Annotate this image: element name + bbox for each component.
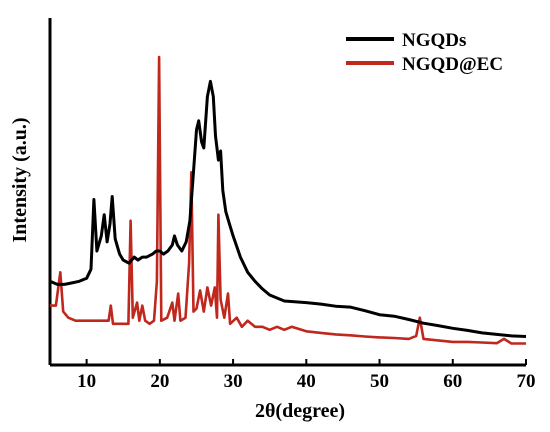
x-axis-ticks: 10 20 30 40 50 60 70 bbox=[77, 359, 536, 392]
x-tick-label: 40 bbox=[297, 371, 316, 392]
x-tick-label: 20 bbox=[150, 371, 169, 392]
x-tick-label: 50 bbox=[370, 371, 389, 392]
legend: NGQDs NGQD@EC bbox=[346, 30, 503, 75]
legend-label-ngqds: NGQDs bbox=[402, 30, 466, 51]
y-axis-title: Intensity (a.u.) bbox=[9, 117, 31, 242]
x-tick-label: 70 bbox=[517, 371, 536, 392]
x-tick-label: 60 bbox=[443, 371, 462, 392]
plot-area: 10 20 30 40 50 60 70 bbox=[48, 18, 536, 392]
series-layer bbox=[49, 55, 527, 345]
legend-label-ngqd-ec: NGQD@EC bbox=[402, 54, 503, 75]
series-line-ngqd-ec bbox=[50, 55, 526, 345]
series-line-ngqds bbox=[49, 79, 527, 338]
x-axis-title: 2θ(degree) bbox=[255, 400, 345, 422]
x-tick-label: 10 bbox=[77, 371, 96, 392]
x-tick-label: 30 bbox=[224, 371, 243, 392]
